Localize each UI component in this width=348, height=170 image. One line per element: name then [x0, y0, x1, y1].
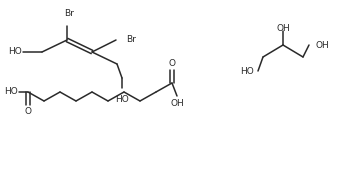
Text: HO: HO [8, 47, 22, 56]
Text: OH: OH [315, 40, 329, 49]
Text: HO: HO [115, 95, 129, 104]
Text: HO: HO [240, 66, 254, 75]
Text: OH: OH [170, 98, 184, 107]
Text: O: O [24, 107, 32, 116]
Text: HO: HO [4, 88, 18, 97]
Text: Br: Br [126, 36, 136, 45]
Text: O: O [168, 58, 175, 67]
Text: Br: Br [64, 9, 74, 18]
Text: OH: OH [276, 24, 290, 33]
